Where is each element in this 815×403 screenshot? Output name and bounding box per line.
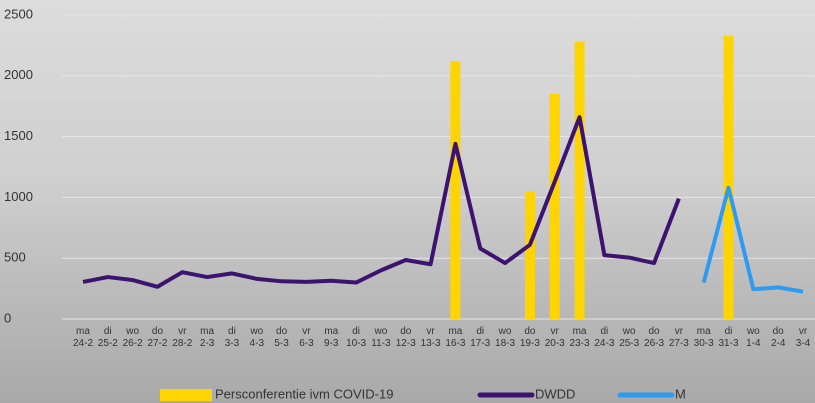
x-tick-label: ma 23-3 <box>567 326 593 350</box>
chart: 0 500 1000 1500 2000 2500 Persconferentie ivm … <box>0 0 815 403</box>
bar <box>450 61 460 319</box>
x-tick-label: ma 16-3 <box>442 326 468 350</box>
legend-label: DWDD <box>535 386 575 401</box>
x-tick-label: wo 1-4 <box>740 326 766 350</box>
legend-label: M <box>675 386 686 401</box>
x-tick-label: do 12-3 <box>393 326 419 350</box>
x-tick-label: ma 30-3 <box>691 326 717 350</box>
x-tick-label: di 25-2 <box>95 326 121 350</box>
x-tick-label: do 27-2 <box>144 326 170 350</box>
x-tick-label: di 10-3 <box>343 326 369 350</box>
y-tick-label: 1500 <box>4 128 33 143</box>
x-tick-label: wo 18-3 <box>492 326 518 350</box>
bar <box>550 94 560 319</box>
x-tick-label: do 5-3 <box>269 326 295 350</box>
bar <box>724 36 734 319</box>
x-tick-label: ma 2-3 <box>194 326 220 350</box>
x-tick-label: di 31-3 <box>716 326 742 350</box>
x-tick-label: wo 11-3 <box>368 326 394 350</box>
legend-swatch <box>160 389 212 401</box>
y-tick-label: 500 <box>4 250 26 265</box>
x-tick-label: wo 25-3 <box>616 326 642 350</box>
x-tick-label: vr 28-2 <box>169 326 195 350</box>
x-tick-label: vr 13-3 <box>418 326 444 350</box>
x-tick-label: di 24-3 <box>591 326 617 350</box>
y-tick-label: 1000 <box>4 189 33 204</box>
legend-label: Persconferentie ivm COVID-19 <box>215 386 393 401</box>
y-tick-label: 0 <box>4 310 11 325</box>
line <box>704 188 803 292</box>
x-tick-label: vr 3-4 <box>790 326 815 350</box>
bar <box>525 191 535 319</box>
y-tick-label: 2000 <box>4 67 33 82</box>
line <box>83 117 679 287</box>
x-tick-label: vr 27-3 <box>666 326 692 350</box>
x-tick-label: vr 20-3 <box>542 326 568 350</box>
x-tick-label: vr 6-3 <box>293 326 319 350</box>
x-tick-label: do 19-3 <box>517 326 543 350</box>
x-tick-label: di 17-3 <box>467 326 493 350</box>
x-tick-label: wo 26-2 <box>120 326 146 350</box>
x-tick-label: di 3-3 <box>219 326 245 350</box>
x-tick-label: do 26-3 <box>641 326 667 350</box>
bar <box>575 42 585 319</box>
x-tick-label: wo 4-3 <box>244 326 270 350</box>
x-tick-label: ma 9-3 <box>318 326 344 350</box>
x-tick-label: do 2-4 <box>765 326 791 350</box>
y-tick-label: 2500 <box>4 6 33 21</box>
x-tick-label: ma 24-2 <box>70 326 96 350</box>
